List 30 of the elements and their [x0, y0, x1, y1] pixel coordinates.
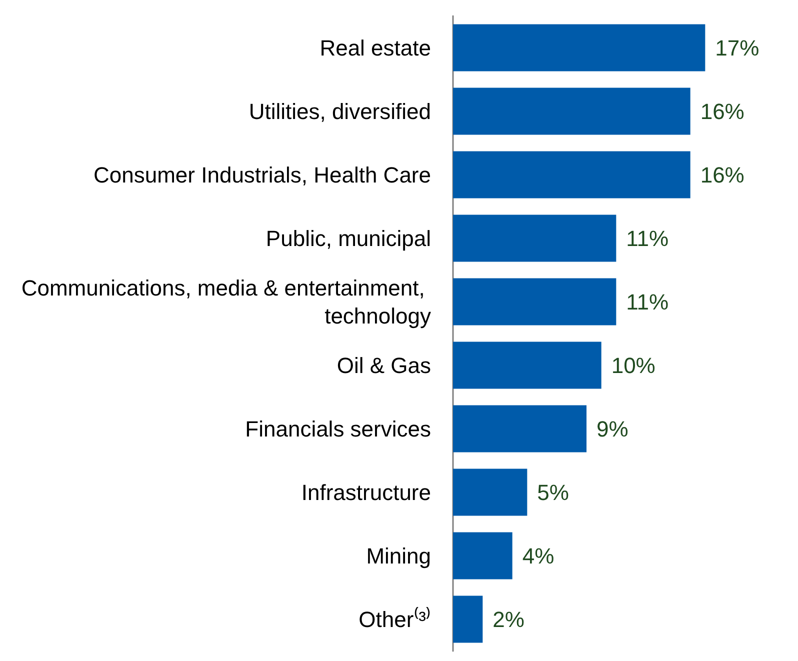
data-label: 11% [626, 289, 669, 314]
data-label: 5% [537, 480, 569, 505]
y-tick-label: Public, municipal [266, 226, 431, 251]
bar [453, 24, 706, 72]
y-tick-label: Other⁽³⁾ [358, 606, 431, 632]
data-label: 2% [492, 606, 524, 632]
data-label: 10% [611, 352, 656, 378]
data-label: 4% [522, 543, 554, 568]
bar [453, 88, 690, 135]
y-tick-label: Communications, media & entertainment, technology [21, 275, 431, 328]
bar [453, 596, 483, 643]
bar [453, 405, 586, 452]
y-tick-label: Financials services [245, 416, 431, 442]
data-label: 9% [596, 416, 628, 442]
y-tick-label: Utilities, diversified [248, 98, 431, 124]
bar [453, 278, 616, 326]
y-tick-label: Mining [366, 543, 431, 568]
bar [453, 342, 602, 389]
bar [453, 532, 512, 580]
bar [453, 214, 616, 262]
y-tick-label: Real estate [320, 35, 431, 60]
y-tick-label: Oil & Gas [336, 352, 431, 378]
data-label: 16% [700, 98, 744, 124]
data-label: 11% [626, 226, 669, 251]
data-label: 17% [715, 35, 760, 60]
data-label: 16% [700, 162, 744, 188]
y-tick-label: Infrastructure [301, 480, 431, 505]
bar [453, 151, 690, 198]
bar [453, 468, 528, 516]
y-tick-label: Consumer Industrials, Health Care [94, 162, 431, 188]
